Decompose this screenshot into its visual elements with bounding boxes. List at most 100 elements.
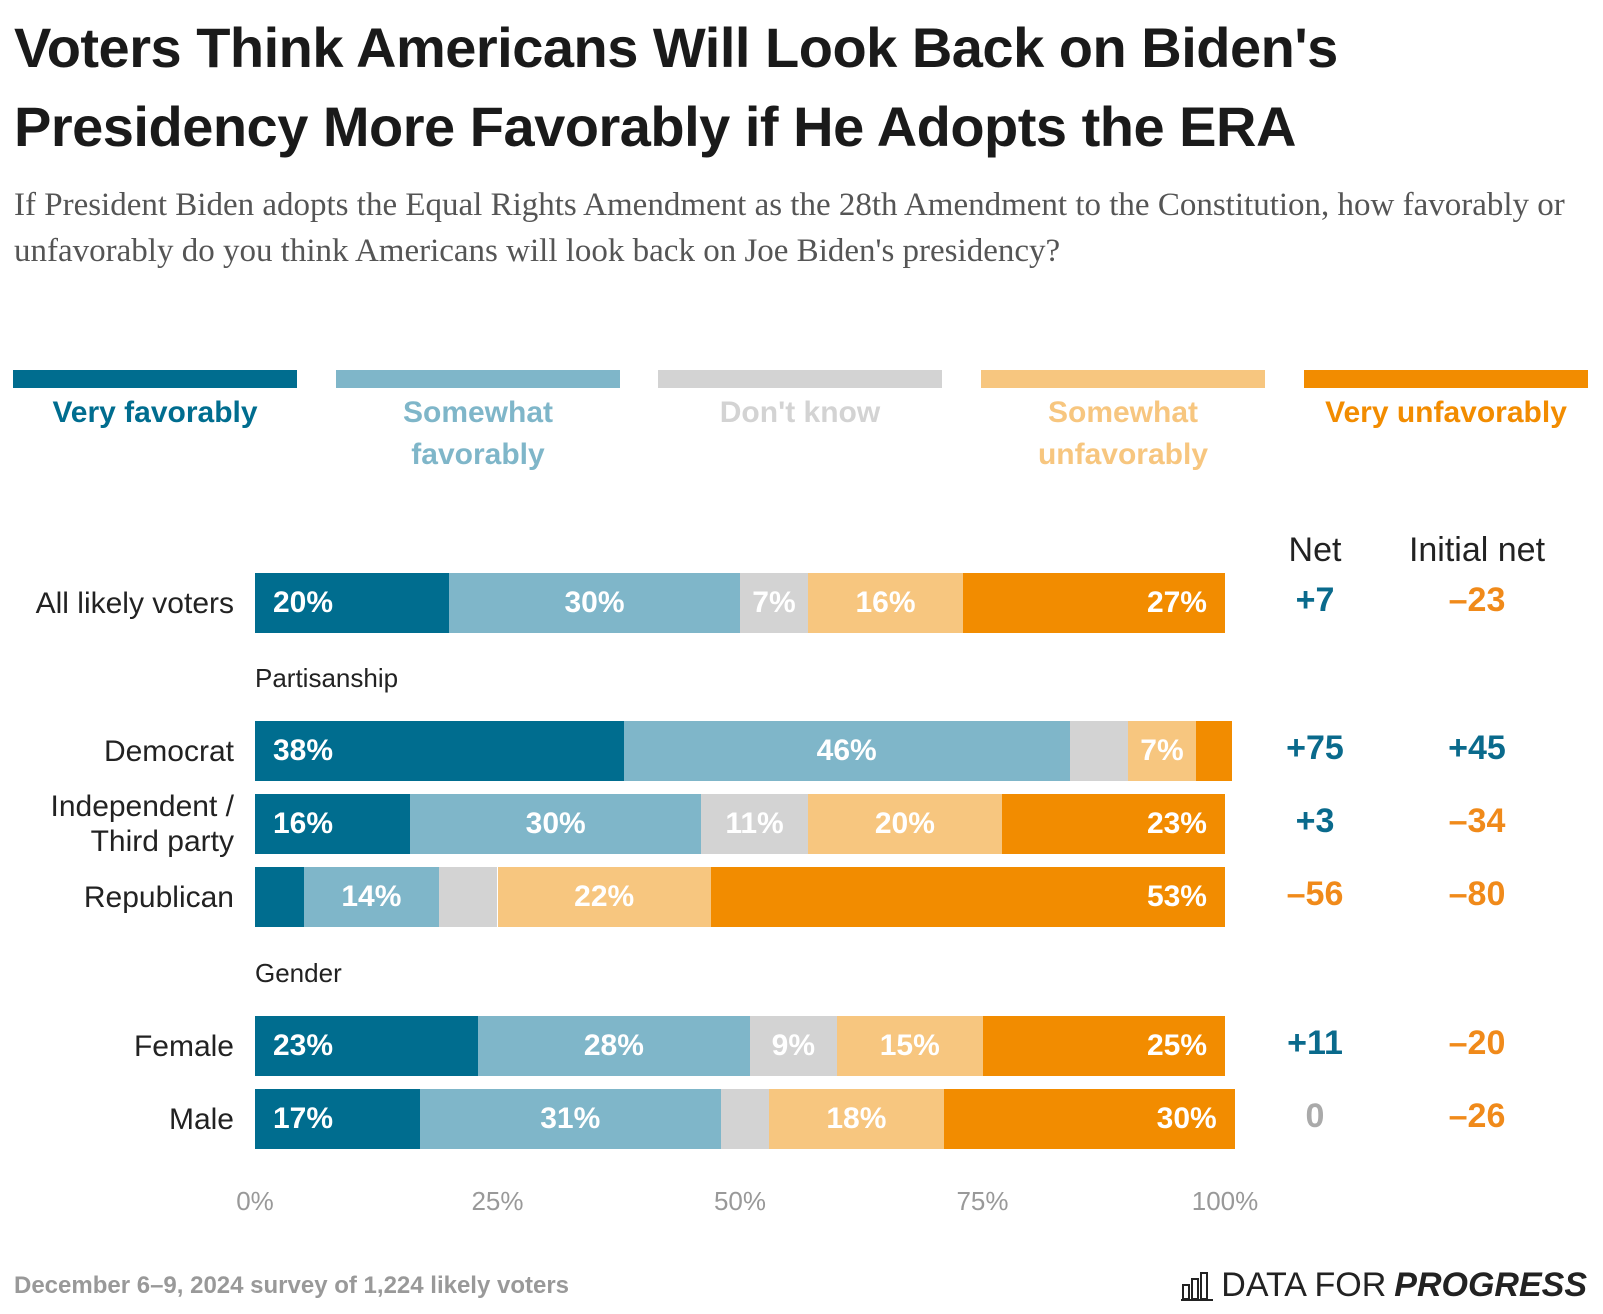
net-value: +45 [1448,729,1506,767]
x-tick-label: 0% [236,1186,274,1216]
legend-swatch [1304,370,1588,388]
group-label: Partisanship [255,663,399,693]
net-value: –34 [1448,802,1506,840]
value-label: 23% [273,1029,334,1062]
bar-segment: 15% [837,1016,983,1076]
value-label: 25% [1146,1029,1207,1062]
legend-label: Somewhat favorably [402,396,554,471]
category-label: Republican [83,880,234,914]
value-label: 30% [564,586,625,619]
bar-segment: 53% [710,867,1225,927]
legend-label: Don't know [719,396,881,429]
bar-segment [255,867,304,927]
value-label: 28% [583,1029,644,1062]
bar-segment: 11% [701,794,808,854]
x-tick-label: 75% [956,1186,1009,1216]
logo-icon [1181,1271,1214,1301]
net-header: Initial net [1408,531,1546,569]
value-label: 17% [273,1102,334,1135]
bar-segment [720,1089,770,1149]
legend-label: Very unfavorably [1325,396,1567,429]
value-label: 11% [725,807,784,840]
net-value: +75 [1286,729,1344,767]
bar-segment: 30% [410,794,702,854]
value-label: 23% [1146,807,1207,840]
net-value: +11 [1287,1024,1343,1062]
bar-segment: 20% [807,794,1002,854]
value-label: 9% [771,1029,816,1062]
group-label: Gender [255,958,342,988]
value-label: 16% [273,807,334,840]
bar-segment [1195,721,1232,781]
legend-swatch [13,370,297,388]
x-tick-label: 100% [1191,1186,1259,1216]
value-label: 7% [752,586,796,619]
bar-segment: 14% [303,867,440,927]
value-label: 31% [540,1102,601,1135]
bar-segment: 23% [1001,794,1225,854]
net-value: –20 [1448,1024,1506,1062]
logo-text-bold: PROGRESS [1394,1266,1587,1304]
bar-segment [1069,721,1128,781]
bar-segment: 31% [419,1089,721,1149]
category-label: All likely voters [35,586,234,620]
logo-text: DATA FOR [1221,1266,1387,1304]
bar-segment: 9% [749,1016,837,1076]
category-label: Democrat [103,734,234,768]
bar-segment: 25% [982,1016,1225,1076]
value-label: 30% [1156,1102,1217,1135]
category-label: Male [168,1102,234,1136]
bar-segment: 46% [623,721,1070,781]
bar-segment: 30% [449,573,740,633]
value-label: 30% [525,807,586,840]
bar-segment: 27% [963,573,1225,633]
value-label: 20% [874,807,935,840]
value-label: 46% [816,734,877,767]
value-label: 15% [879,1029,940,1062]
bar-segment: 30% [943,1089,1235,1149]
bar-segment: 22% [497,867,711,927]
value-label: 38% [273,734,334,767]
legend-label: Somewhat unfavorably [1037,396,1209,471]
value-label: 20% [273,586,334,619]
value-label: 14% [341,880,402,913]
net-header: Net [1288,531,1342,569]
value-label: 18% [826,1102,887,1135]
value-label: 53% [1146,880,1207,913]
chart-title: Voters Think Americans Will Look Back on… [14,16,1338,158]
bar-segment: 7% [740,573,808,633]
bar-segment: 17% [255,1089,420,1149]
value-label: 22% [574,880,635,913]
value-label: 16% [855,586,916,619]
net-value: –80 [1448,875,1506,913]
value-label: 27% [1146,586,1207,619]
bar-segment: 28% [478,1016,750,1076]
x-tick-label: 50% [713,1186,767,1216]
source-note: December 6–9, 2024 survey of 1,224 likel… [14,1272,570,1299]
bar-segment: 16% [255,794,411,854]
category-label: Female [133,1029,234,1063]
net-value: –23 [1448,581,1506,619]
legend-swatch [658,370,942,388]
net-value: –56 [1286,875,1344,913]
value-label: 7% [1140,734,1184,767]
bar-segment: 20% [255,573,449,633]
bar-segment: 18% [769,1089,944,1149]
net-value: 0 [1305,1097,1325,1135]
bar-segment: 23% [255,1016,479,1076]
category-label: Independent / Third party [50,790,234,858]
net-value: +3 [1295,802,1335,840]
legend-swatch [981,370,1265,388]
bar-segment: 7% [1128,721,1196,781]
chart-subtitle: If President Biden adopts the Equal Righ… [14,187,1565,269]
legend-label: Very favorably [52,396,258,429]
net-value: +7 [1295,581,1335,619]
net-value: –26 [1448,1097,1506,1135]
bar-segment: 38% [255,721,624,781]
legend-swatch [336,370,620,388]
bar-segment: 16% [807,573,964,633]
x-tick-label: 25% [471,1186,524,1216]
bar-segment [439,867,498,927]
logo: DATA FOR PROGRESS [1181,1266,1587,1305]
